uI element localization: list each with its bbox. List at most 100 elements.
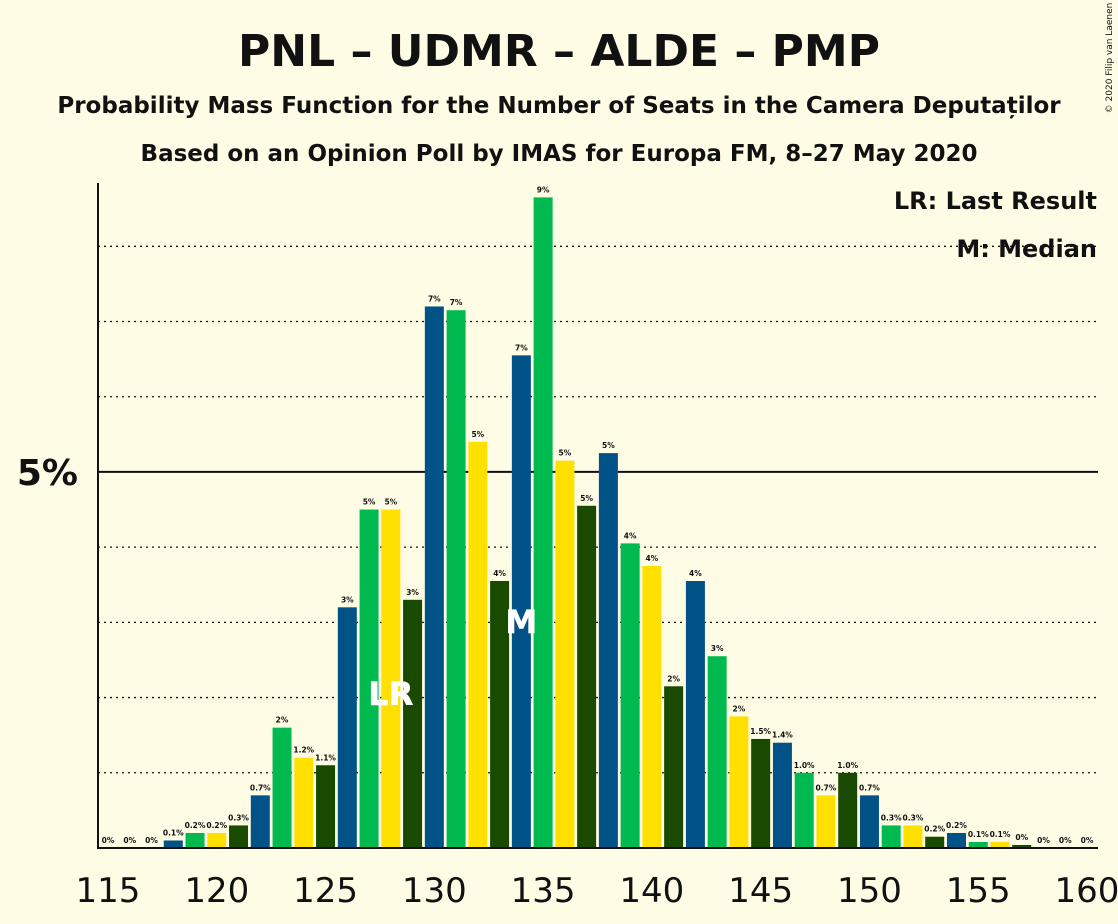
data-label-seat-129: 3%: [406, 588, 419, 597]
axis-ticks: 115 120 125 130 135 140 145 150 155 160 5%: [17, 453, 1118, 911]
data-label-seat-159: 0%: [1059, 836, 1072, 845]
x-tick-label-150: 150: [837, 871, 902, 911]
data-label-seat-138: 5%: [602, 441, 615, 450]
data-label-seat-153: 0.2%: [924, 825, 945, 834]
data-labels: 0% 0% 0%0.1%0.2% 0.2%0.3%0.7%2%1.2%1.1%3%5%…: [102, 185, 1094, 845]
bar-seat-130: [424, 306, 444, 848]
data-label-seat-151: 0.3%: [881, 813, 902, 822]
data-label-seat-118: 0.1%: [163, 828, 184, 837]
data-label-seat-148: 0.7%: [816, 783, 837, 792]
x-tick-label-120: 120: [184, 871, 249, 911]
bar-seat-127: [359, 509, 379, 848]
bar-seat-137: [577, 505, 597, 848]
bar-seat-157: [1012, 844, 1032, 848]
bar-seat-125: [316, 765, 336, 848]
data-label-seat-149: 1.0%: [837, 761, 858, 770]
data-label-seat-152: 0.3%: [903, 813, 924, 822]
data-label-seat-134: 7%: [515, 343, 528, 352]
data-label-seat-133: 4%: [493, 569, 506, 578]
data-label-seat-156: 0.1%: [990, 830, 1011, 839]
data-label-seat-146: 1.4%: [772, 731, 793, 740]
bar-seat-123: [272, 727, 292, 848]
copyright-text: © 2020 Filip van Laenen: [1105, 3, 1115, 114]
data-label-seat-144: 2%: [733, 704, 746, 713]
bar-seat-128: [381, 509, 401, 848]
bar-seat-154: [946, 832, 966, 848]
data-label-seat-155: 0.1%: [968, 830, 989, 839]
last-result-marker: LR: [368, 675, 413, 713]
data-label-seat-142: 4%: [689, 569, 702, 578]
data-label-seat-160: 0%: [1081, 836, 1094, 845]
y-tick-label-5%: 5%: [17, 453, 78, 494]
bar-seat-133: [490, 580, 510, 848]
data-label-seat-132: 5%: [471, 430, 484, 439]
bar-seat-139: [620, 543, 640, 848]
bar-seat-149: [838, 772, 858, 848]
chart-subtitle-1: Probability Mass Function for the Number…: [57, 93, 1061, 119]
x-tick-label-135: 135: [511, 871, 576, 911]
bar-seat-145: [751, 738, 771, 848]
data-label-seat-135: 9%: [537, 185, 550, 194]
data-label-seat-147: 1.0%: [794, 761, 815, 770]
data-label-seat-154: 0.2%: [946, 821, 967, 830]
data-label-seat-143: 3%: [711, 644, 724, 653]
data-label-seat-158: 0%: [1037, 836, 1050, 845]
data-label-seat-127: 5%: [363, 498, 376, 507]
bar-seat-131: [446, 310, 466, 848]
bar-seat-122: [250, 795, 270, 848]
data-label-seat-120: 0.2%: [206, 821, 227, 830]
bar-seat-142: [685, 580, 705, 848]
bar-seat-156: [990, 841, 1010, 848]
bar-seat-141: [664, 686, 684, 848]
data-label-seat-137: 5%: [580, 494, 593, 503]
data-label-seat-130: 7%: [428, 294, 441, 303]
bar-seat-134: [511, 355, 531, 848]
bar-seat-119: [185, 832, 205, 848]
data-label-seat-115: 0%: [102, 836, 115, 845]
bar-seat-126: [337, 607, 357, 848]
data-label-seat-121: 0.3%: [228, 813, 249, 822]
chart-subtitle-2: Based on an Opinion Poll by IMAS for Eur…: [141, 141, 978, 167]
data-label-seat-125: 1.1%: [315, 753, 336, 762]
bar-seat-132: [468, 441, 488, 848]
bar-seat-146: [772, 742, 792, 848]
bar-seat-143: [707, 656, 727, 848]
bar-seat-152: [903, 825, 923, 848]
legend-median: M: Median: [956, 235, 1097, 263]
data-label-seat-139: 4%: [624, 531, 637, 540]
chart-title: PNL – UDMR – ALDE – PMP: [238, 26, 880, 77]
data-label-seat-141: 2%: [667, 674, 680, 683]
data-label-seat-119: 0.2%: [185, 821, 206, 830]
data-label-seat-145: 1.5%: [750, 727, 771, 736]
bar-seat-118: [163, 840, 183, 848]
bar-seat-147: [794, 772, 814, 848]
bars: [163, 197, 1032, 849]
x-tick-label-125: 125: [293, 871, 358, 911]
bar-seat-150: [859, 795, 879, 848]
bar-seat-135: [533, 197, 553, 849]
bar-seat-121: [229, 825, 249, 848]
bar-seat-136: [555, 460, 575, 848]
data-label-seat-123: 2%: [276, 716, 289, 725]
data-label-seat-122: 0.7%: [250, 783, 271, 792]
bar-seat-153: [925, 836, 945, 848]
x-tick-label-130: 130: [402, 871, 467, 911]
data-label-seat-117: 0%: [145, 836, 158, 845]
median-marker: M: [505, 603, 537, 641]
bar-seat-151: [881, 825, 901, 848]
x-tick-label-115: 115: [76, 871, 141, 911]
x-tick-label-140: 140: [619, 871, 684, 911]
data-label-seat-136: 5%: [558, 449, 571, 458]
data-label-seat-131: 7%: [450, 298, 463, 307]
legend-last-result: LR: Last Result: [894, 187, 1097, 215]
data-label-seat-126: 3%: [341, 595, 354, 604]
bar-seat-148: [816, 795, 836, 848]
bar-seat-138: [598, 453, 618, 848]
data-label-seat-124: 1.2%: [293, 746, 314, 755]
bar-seat-140: [642, 565, 662, 848]
x-tick-label-155: 155: [946, 871, 1011, 911]
data-label-seat-150: 0.7%: [859, 783, 880, 792]
x-tick-label-160: 160: [1055, 871, 1118, 911]
bar-seat-129: [403, 599, 423, 848]
